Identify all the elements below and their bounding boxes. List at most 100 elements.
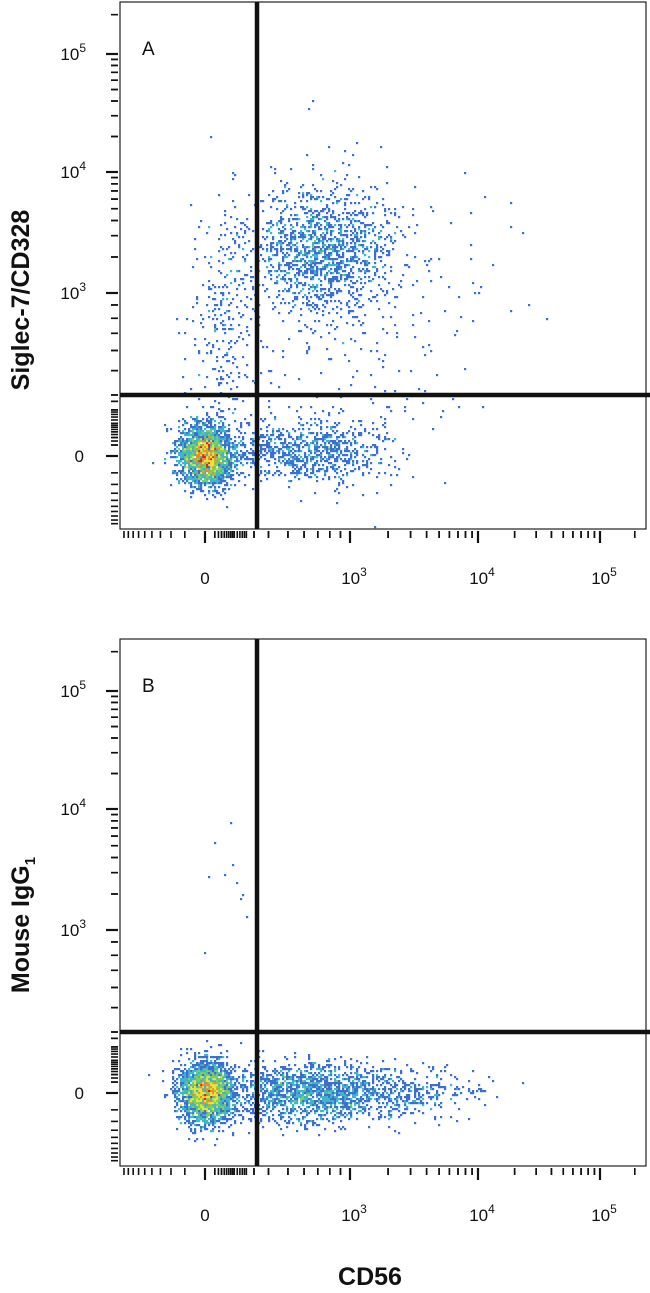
- event-dot: [228, 444, 231, 447]
- event-dot: [344, 354, 347, 357]
- event-dot: [318, 1098, 321, 1101]
- event-dot: [320, 420, 323, 423]
- event-dot: [188, 466, 191, 469]
- event-dot: [320, 174, 323, 177]
- event-dot: [214, 470, 217, 473]
- event-dot: [278, 1094, 281, 1097]
- event-dot: [220, 1108, 223, 1111]
- event-dot: [178, 420, 181, 423]
- event-dot: [188, 1058, 191, 1061]
- event-dot: [202, 326, 205, 329]
- event-dot: [204, 1066, 207, 1069]
- event-dot: [282, 256, 285, 259]
- event-dot: [234, 452, 237, 455]
- event-dot: [336, 1096, 339, 1099]
- event-dot: [198, 434, 201, 437]
- event-dot: [282, 226, 285, 229]
- event-dot: [214, 1090, 217, 1093]
- event-dot: [224, 472, 227, 475]
- event-dot: [312, 242, 315, 245]
- event-dot: [324, 250, 327, 253]
- event-dot: [334, 458, 337, 461]
- y-tick-label: 104: [60, 159, 86, 182]
- event-dot: [224, 1100, 227, 1103]
- event-dot: [352, 212, 355, 215]
- event-dot: [330, 296, 333, 299]
- event-dot: [332, 1122, 335, 1125]
- event-dot: [320, 456, 323, 459]
- event-dot: [336, 472, 339, 475]
- event-dot: [236, 366, 239, 369]
- event-dot: [354, 298, 357, 301]
- event-dot: [360, 1082, 363, 1085]
- event-dot: [310, 260, 313, 263]
- event-dot: [222, 1122, 225, 1125]
- event-dot: [314, 418, 317, 421]
- event-dot: [206, 1112, 209, 1115]
- event-dot: [366, 1082, 369, 1085]
- event-dot: [290, 1078, 293, 1081]
- event-dot: [236, 446, 239, 449]
- event-dot: [378, 434, 381, 437]
- event-dot: [230, 466, 233, 469]
- event-dot: [292, 1088, 295, 1091]
- event-dot: [354, 316, 357, 319]
- event-dot: [194, 1124, 197, 1127]
- event-dot: [424, 390, 427, 393]
- event-dot: [194, 436, 197, 439]
- event-dot: [214, 1062, 217, 1065]
- event-dot: [176, 1102, 179, 1105]
- event-dot: [296, 410, 299, 413]
- event-dot: [366, 460, 369, 463]
- event-dot: [360, 212, 363, 215]
- event-dot: [190, 474, 193, 477]
- event-dot: [180, 1080, 183, 1083]
- event-dot: [320, 1086, 323, 1089]
- event-dot: [334, 216, 337, 219]
- event-dot: [276, 244, 279, 247]
- event-dot: [274, 270, 277, 273]
- event-dot: [342, 436, 345, 439]
- event-dot: [220, 1118, 223, 1121]
- event-dot: [354, 220, 357, 223]
- event-dot: [306, 1112, 309, 1115]
- event-dot: [222, 436, 225, 439]
- event-dot: [220, 494, 223, 497]
- event-dot: [358, 300, 361, 303]
- event-dot: [206, 456, 209, 459]
- event-dot: [274, 446, 277, 449]
- event-dot: [294, 1092, 297, 1095]
- event-dot: [182, 1072, 185, 1075]
- event-dot: [196, 442, 199, 445]
- event-dot: [300, 438, 303, 441]
- event-dot: [348, 188, 351, 191]
- event-dot: [194, 450, 197, 453]
- event-dot: [192, 1110, 195, 1113]
- event-dot: [266, 452, 269, 455]
- event-dot: [312, 262, 315, 265]
- event-dot: [322, 478, 325, 481]
- event-dot: [224, 1070, 227, 1073]
- event-dot: [202, 1092, 205, 1095]
- event-dot: [306, 1086, 309, 1089]
- event-dot: [318, 1066, 321, 1069]
- event-dot: [270, 370, 273, 373]
- event-dot: [194, 486, 197, 489]
- event-dot: [218, 1074, 221, 1077]
- event-dot: [218, 1082, 221, 1085]
- event-dot: [290, 436, 293, 439]
- event-dot: [194, 1052, 197, 1055]
- event-dot: [352, 258, 355, 261]
- event-dot: [298, 444, 301, 447]
- panel-a-x-tick-labels: 0 103 104 105: [200, 565, 617, 588]
- event-dot: [438, 258, 441, 261]
- event-dot: [354, 1108, 357, 1111]
- event-dot: [198, 1052, 201, 1055]
- event-dot: [238, 244, 241, 247]
- event-dot: [226, 1070, 229, 1073]
- event-dot: [226, 298, 229, 301]
- event-dot: [350, 1100, 353, 1103]
- event-dot: [336, 442, 339, 445]
- event-dot: [192, 446, 195, 449]
- event-dot: [234, 1092, 237, 1095]
